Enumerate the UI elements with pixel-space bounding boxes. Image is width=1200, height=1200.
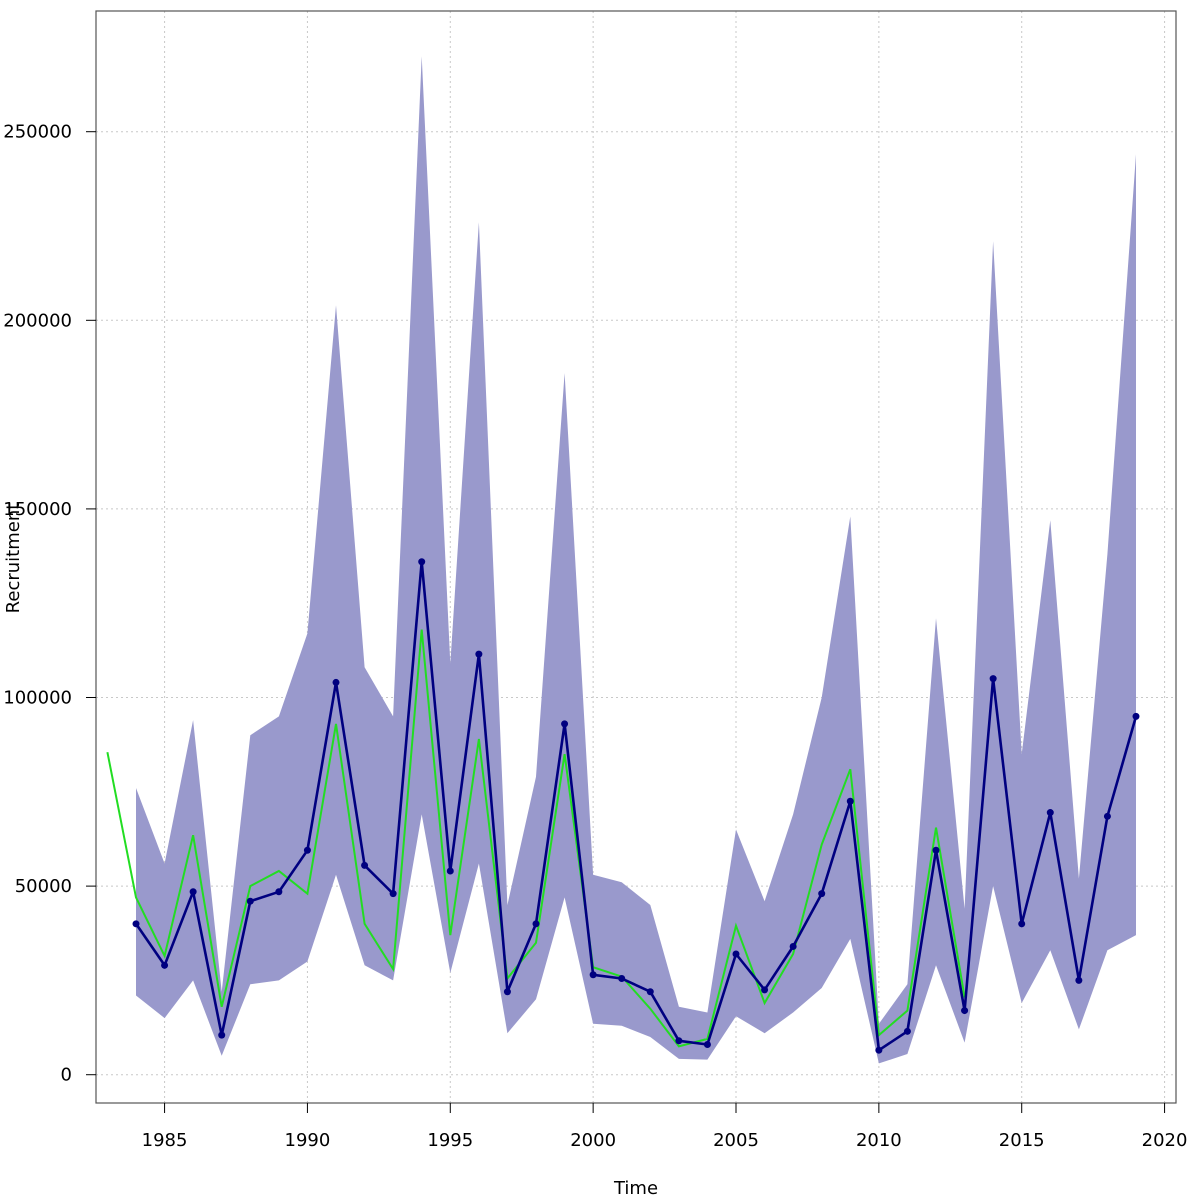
- estimate-point: [132, 920, 140, 928]
- estimate-point: [761, 986, 769, 994]
- y-tick-label: 0: [61, 1065, 72, 1086]
- estimate-point: [161, 961, 169, 969]
- estimate-point: [789, 942, 797, 950]
- x-tick-label: 1985: [142, 1130, 188, 1151]
- estimate-point: [1075, 976, 1083, 984]
- estimate-point: [503, 988, 511, 996]
- estimate-point: [532, 920, 540, 928]
- plot-frame: [95, 10, 1177, 1104]
- estimate-point: [618, 975, 626, 983]
- estimate-point: [389, 890, 397, 898]
- estimate-point: [703, 1041, 711, 1049]
- estimate-point: [446, 867, 454, 875]
- estimate-point: [989, 675, 997, 683]
- estimate-point: [875, 1046, 883, 1054]
- x-tick-label: 2000: [570, 1130, 616, 1151]
- estimate-point: [732, 950, 740, 958]
- observed-series: [106, 629, 966, 1048]
- estimate-point: [475, 650, 483, 658]
- y-axis: 0 50000 100000 150000 200000 250000: [3, 122, 96, 1086]
- x-tick-label: 1990: [285, 1130, 331, 1151]
- x-tick-label: 1995: [427, 1130, 473, 1151]
- band-area: [136, 56, 1136, 1064]
- estimate-point: [418, 558, 426, 566]
- estimate-point: [361, 861, 369, 869]
- estimate-point: [932, 846, 940, 854]
- estimate-point: [961, 1007, 969, 1015]
- estimate-point: [589, 971, 597, 979]
- estimate-line: [134, 560, 1138, 1052]
- estimate-point: [332, 678, 340, 686]
- estimate-point: [246, 897, 254, 905]
- estimate-point: [561, 720, 569, 728]
- estimate-point: [218, 1031, 226, 1039]
- estimate-point: [646, 988, 654, 996]
- estimate-point: [1103, 812, 1111, 820]
- estimate-point: [1132, 712, 1140, 720]
- x-tick-label: 2010: [856, 1130, 902, 1151]
- y-tick-label: 200000: [3, 310, 72, 331]
- y-tick-label: 50000: [15, 876, 72, 897]
- confidence-band: [136, 56, 1136, 1064]
- x-axis: 1985 1990 1995 2000 2005 2010 2015 2020: [142, 1103, 1188, 1151]
- estimate-point: [189, 888, 197, 896]
- x-tick-label: 2005: [713, 1130, 759, 1151]
- y-tick-label: 100000: [3, 688, 72, 709]
- x-tick-label: 2015: [999, 1130, 1045, 1151]
- estimate-point: [303, 846, 311, 854]
- estimate-point: [1018, 920, 1026, 928]
- y-axis-title: Recruitment: [3, 503, 24, 614]
- x-axis-title: Time: [613, 1178, 658, 1199]
- estimate-series: [132, 558, 1140, 1054]
- y-tick-label: 150000: [3, 499, 72, 520]
- estimate-point: [846, 797, 854, 805]
- estimate-point: [818, 890, 826, 898]
- estimate-point: [675, 1037, 683, 1045]
- x-tick-label: 2020: [1142, 1130, 1188, 1151]
- y-tick-label: 250000: [3, 122, 72, 143]
- estimate-point: [903, 1027, 911, 1035]
- estimate-point: [1046, 809, 1054, 817]
- observed-line: [106, 629, 966, 1048]
- estimate-point: [275, 888, 283, 896]
